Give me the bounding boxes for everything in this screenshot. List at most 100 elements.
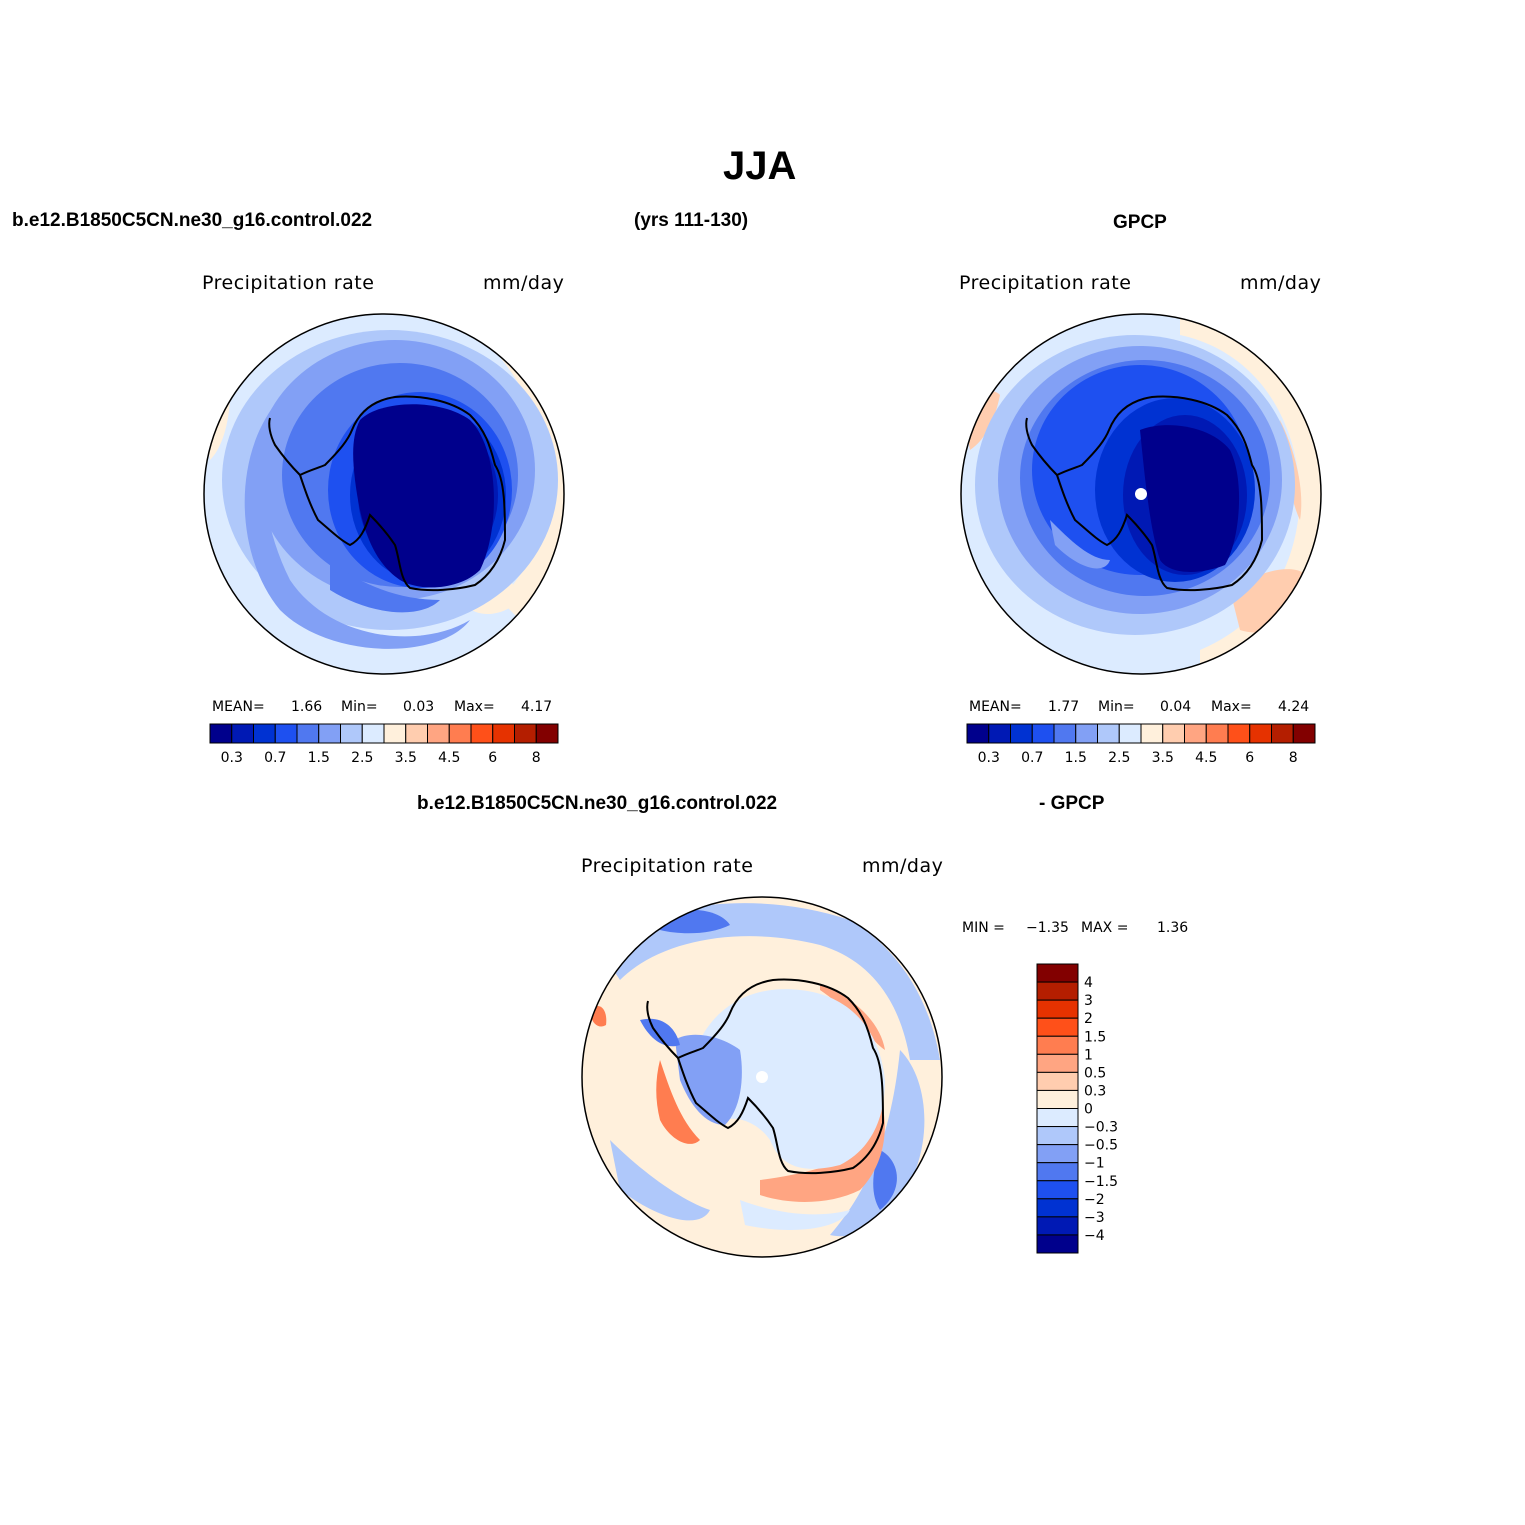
tl-max-label: Max= [454, 699, 495, 715]
top-right-var-label: Precipitation rate [959, 272, 1132, 294]
diff-max-label: MAX = [1081, 920, 1129, 936]
diff-colorbar-tick-label: 1 [1084, 1047, 1093, 1063]
gpcp-colorbar-swatch-12 [1227, 723, 1251, 744]
tl-max-value: 4.17 [521, 699, 553, 715]
gpcp-colorbar-tick-label: 0.7 [1021, 750, 1043, 766]
diff-colorbar-swatch-13 [1036, 1198, 1079, 1218]
diff-colorbar-swatch-7 [1036, 1089, 1079, 1109]
tl-min-value: 0.03 [403, 699, 435, 715]
figure-title: JJA [723, 144, 797, 188]
gpcp-colorbar-swatch-15 [1292, 723, 1316, 744]
model-colorbar-tick-label: 1.5 [308, 750, 330, 766]
model-colorbar-swatch-0 [209, 723, 233, 744]
tl-mean-value: 1.66 [291, 699, 323, 715]
gpcp-colorbar-swatch-5 [1075, 723, 1098, 744]
diff-colorbar-tick-label: 2 [1084, 1011, 1093, 1027]
gpcp-colorbar-swatch-4 [1053, 723, 1077, 744]
top-left-case-name: b.e12.B1850C5CN.ne30_g16.control.022 [12, 210, 373, 231]
diff-colorbar-tick-label: −1 [1084, 1156, 1105, 1172]
diff-min-label: MIN = [962, 920, 1005, 936]
tr-max-label: Max= [1211, 699, 1252, 715]
gpcp-colorbar-swatch-6 [1097, 723, 1120, 744]
gpcp-colorbar-swatch-3 [1031, 723, 1055, 744]
diff-colorbar-tick-label: −4 [1084, 1228, 1105, 1244]
gpcp-colorbar-swatch-14 [1271, 723, 1294, 744]
diff-colorbar-swatch-15 [1036, 1234, 1079, 1254]
gpcp-colorbar-swatch-9 [1162, 723, 1185, 744]
diff-colorbar-tick-label: −3 [1084, 1210, 1105, 1226]
gpcp-precip-map [961, 314, 1321, 674]
tl-min-label: Min= [341, 699, 378, 715]
diff-colorbar-swatch-2 [1036, 999, 1079, 1019]
tl-mean-label: MEAN= [212, 699, 265, 715]
diff-colorbar: 4 3 2 1.5 1 0.5 0.3 0 −0.3 −0.5 −1 −1.5 −2 −3 −4 [1036, 963, 1118, 1254]
diff-map-border [581, 896, 943, 1258]
gpcp-coastline [1025, 395, 1264, 592]
model-colorbar-tick-label: 6 [488, 750, 497, 766]
bottom-units: mm/day [862, 855, 944, 877]
model-colorbar-swatch-12 [470, 723, 494, 744]
model-colorbar-tick-label: 4.5 [438, 750, 460, 766]
model-colorbar-swatch-9 [405, 723, 428, 744]
tr-min-label: Min= [1098, 699, 1135, 715]
gpcp-colorbar-tick-label: 0.3 [978, 750, 1000, 766]
model-colorbar-tick-label: 3.5 [395, 750, 417, 766]
diff-colorbar-tick-label: 0 [1084, 1102, 1093, 1118]
diff-colorbar-tick-label: 4 [1084, 975, 1093, 991]
gpcp-colorbar-swatch-8 [1140, 723, 1164, 744]
diff-colorbar-tick-label: −0.3 [1084, 1120, 1118, 1136]
model-colorbar-swatch-5 [318, 723, 341, 744]
gpcp-colorbar-tick-label: 3.5 [1152, 750, 1174, 766]
model-colorbar-tick-label: 2.5 [351, 750, 373, 766]
gpcp-colorbar-swatch-1 [988, 723, 1011, 744]
top-right-dataset: GPCP [1113, 212, 1167, 233]
model-colorbar-swatch-15 [535, 723, 559, 744]
diff-min-value: −1.35 [1026, 920, 1069, 936]
diff-colorbar-swatch-0 [1036, 963, 1079, 983]
diff-colorbar-swatch-12 [1036, 1180, 1079, 1200]
model-colorbar-swatch-4 [296, 723, 320, 744]
model-coastline [268, 395, 507, 592]
bottom-diff-label: - GPCP [1039, 793, 1105, 814]
diff-colorbar-tick-label: −1.5 [1084, 1174, 1118, 1190]
top-left-units: mm/day [483, 272, 565, 294]
gpcp-colorbar-tick-label: 2.5 [1108, 750, 1130, 766]
model-colorbar-swatch-11 [448, 723, 472, 744]
diff-max-value: 1.36 [1157, 920, 1189, 936]
diff-colorbar-tick-label: 1.5 [1084, 1029, 1106, 1045]
diff-colorbar-swatch-14 [1036, 1216, 1079, 1236]
gpcp-colorbar-swatch-7 [1118, 723, 1142, 744]
gpcp-colorbar-swatch-13 [1249, 723, 1272, 744]
gpcp-colorbar-swatch-0 [966, 723, 990, 744]
model-colorbar-swatch-3 [274, 723, 298, 744]
model-colorbar: 0.3 0.7 1.5 2.5 3.5 4.5 6 8 [209, 723, 559, 766]
top-right-units: mm/day [1240, 272, 1322, 294]
model-colorbar-tick-label: 8 [532, 750, 541, 766]
diff-colorbar-tick-label: 0.3 [1084, 1083, 1106, 1099]
model-colorbar-swatch-8 [383, 723, 407, 744]
top-left-var-label: Precipitation rate [202, 272, 375, 294]
tr-mean-value: 1.77 [1048, 699, 1080, 715]
diff-colorbar-swatch-10 [1036, 1144, 1079, 1164]
diff-colorbar-tick-label: 0.5 [1084, 1065, 1106, 1081]
diff-colorbar-swatch-5 [1036, 1053, 1079, 1073]
bottom-var-label: Precipitation rate [581, 855, 754, 877]
model-colorbar-tick-label: 0.7 [264, 750, 286, 766]
gpcp-map-border [960, 313, 1322, 675]
bottom-case-name: b.e12.B1850C5CN.ne30_g16.control.022 [417, 793, 778, 814]
tr-max-value: 4.24 [1278, 699, 1310, 715]
model-colorbar-swatch-13 [492, 723, 515, 744]
diff-colorbar-tick-label: 3 [1084, 993, 1093, 1009]
model-colorbar-swatch-10 [427, 723, 450, 744]
gpcp-colorbar-tick-label: 1.5 [1065, 750, 1087, 766]
model-colorbar-tick-label: 0.3 [221, 750, 243, 766]
model-precip-map [204, 314, 564, 674]
model-map-border [203, 313, 565, 675]
gpcp-colorbar-tick-label: 6 [1245, 750, 1254, 766]
model-colorbar-swatch-14 [514, 723, 537, 744]
diff-colorbar-swatch-11 [1036, 1162, 1079, 1182]
model-colorbar-swatch-7 [361, 723, 385, 744]
gpcp-colorbar-tick-label: 8 [1289, 750, 1298, 766]
gpcp-colorbar-swatch-2 [1010, 723, 1033, 744]
